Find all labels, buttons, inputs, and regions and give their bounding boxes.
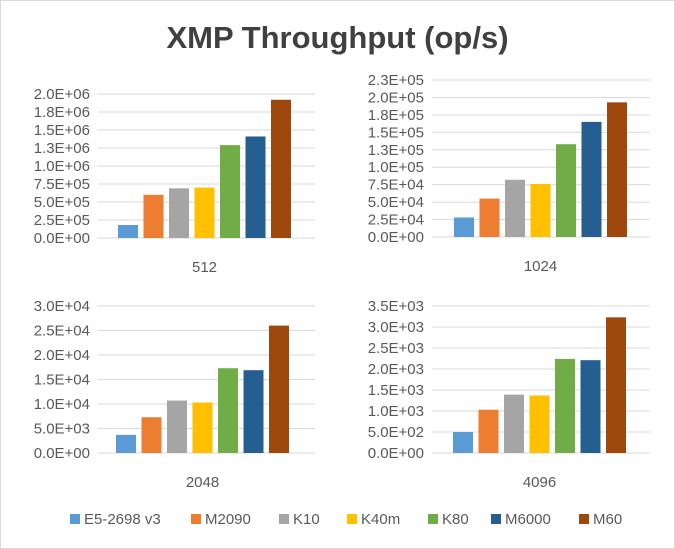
bar-k10: [504, 394, 524, 453]
y-tick-label: 5.0E+04: [368, 194, 424, 211]
bar-k40m: [529, 395, 550, 453]
y-tick-label: 2.3E+05: [368, 72, 424, 89]
y-tick-label: 5.0E+02: [368, 424, 424, 441]
bar-k10: [167, 400, 187, 453]
y-tick-label: 7.5E+05: [34, 176, 90, 193]
bar-k40m: [192, 402, 213, 453]
y-tick-label: 0.0E+00: [368, 445, 424, 462]
bar-k40m: [530, 183, 551, 237]
legend-label: E5-2698 v3: [84, 511, 161, 528]
y-tick-label: 2.5E+03: [368, 340, 424, 357]
y-tick-label: 7.5E+04: [368, 177, 424, 194]
legend-swatch: [491, 514, 501, 524]
bar-m6000: [581, 121, 602, 237]
y-tick-label: 1.8E+06: [34, 104, 90, 121]
y-tick-label: 1.0E+05: [368, 159, 424, 176]
panel-512: 0.0E+002.5E+055.0E+057.5E+051.0E+061.3E+…: [34, 86, 315, 276]
bar-k80: [218, 368, 238, 453]
bar-k10: [505, 179, 525, 237]
category-label: 4096: [523, 474, 556, 491]
y-tick-label: 5.0E+05: [34, 194, 90, 211]
y-tick-label: 1.0E+04: [34, 396, 90, 413]
bar-k80: [556, 144, 576, 237]
y-tick-label: 2.5E+04: [368, 212, 424, 229]
legend-swatch: [191, 514, 201, 524]
y-tick-label: 1.5E+04: [34, 372, 90, 389]
y-tick-label: 2.0E+06: [34, 86, 90, 103]
bar-m60: [271, 99, 291, 238]
legend-swatch: [347, 514, 357, 524]
y-tick-label: 5.0E+03: [34, 421, 90, 438]
bar-m60: [606, 317, 626, 453]
bar-m60: [269, 325, 289, 453]
legend-swatch: [579, 514, 589, 524]
legend-label: K10: [293, 511, 320, 528]
legend-swatch: [279, 514, 289, 524]
bar-m2090: [143, 194, 164, 238]
y-tick-label: 1.3E+05: [368, 142, 424, 159]
y-tick-label: 2.5E+04: [34, 323, 90, 340]
category-label: 1024: [524, 258, 557, 275]
y-tick-label: 0.0E+00: [368, 229, 424, 246]
bar-e5-2698-v3: [118, 225, 138, 238]
y-tick-label: 1.5E+03: [368, 382, 424, 399]
y-tick-label: 2.5E+05: [34, 212, 90, 229]
panel-2048: 0.0E+00 5.0E+03 1.0E+04 1.5E+04 2.0E+04 2.5E+…: [34, 298, 315, 491]
bar-m6000: [243, 370, 264, 453]
bar-m60: [607, 102, 627, 237]
y-tick-label: 1.5E+05: [368, 124, 424, 141]
legend-swatch: [70, 514, 80, 524]
bar-m6000: [245, 136, 266, 238]
y-tick-label: 3.0E+04: [34, 298, 90, 315]
category-label: 512: [192, 259, 217, 276]
bar-e5-2698-v3: [453, 432, 473, 453]
bar-e5-2698-v3: [454, 217, 474, 237]
legend-swatch: [428, 514, 438, 524]
y-tick-label: 2.0E+05: [368, 89, 424, 106]
bar-m2090: [479, 198, 500, 237]
bar-m6000: [580, 360, 601, 453]
category-label: 2048: [186, 474, 219, 491]
panel-4096: 0.0E+00 5.0E+02 1.0E+03 1.5E+03 2.0E+03 2.5E+…: [368, 298, 650, 491]
bar-k40m: [194, 187, 215, 238]
y-tick-label: 3.5E+03: [368, 298, 424, 315]
legend-label: K40m: [361, 511, 400, 528]
y-tick-label: 2.0E+04: [34, 347, 90, 364]
bar-m2090: [478, 409, 499, 453]
y-tick-label: 2.0E+03: [368, 361, 424, 378]
y-tick-label: 1.0E+03: [368, 403, 424, 420]
y-tick-label: 0.0E+00: [34, 445, 90, 462]
bar-m2090: [141, 417, 162, 453]
legend-label: M60: [593, 511, 622, 528]
y-tick-label: 1.8E+05: [368, 107, 424, 124]
y-tick-label: 1.3E+06: [34, 140, 90, 157]
legend-label: M6000: [505, 511, 551, 528]
panel-1024: 0.0E+002.5E+045.0E+047.5E+041.0E+051.3E+…: [368, 72, 650, 275]
y-tick-label: 1.0E+06: [34, 158, 90, 175]
chart-title: XMP Throughput (op/s): [166, 20, 509, 55]
bar-k10: [169, 188, 189, 238]
bar-k80: [220, 145, 240, 238]
legend-label: M2090: [205, 511, 251, 528]
bar-k80: [555, 358, 575, 453]
bar-e5-2698-v3: [116, 434, 136, 453]
y-tick-label: 3.0E+03: [368, 319, 424, 336]
chart-legend: E5-2698 v3 M2090 K10 K40m K80 M6000 M60: [70, 511, 622, 528]
y-tick-label: 1.5E+06: [34, 122, 90, 139]
legend-label: K80: [442, 511, 469, 528]
y-tick-label: 0.0E+00: [34, 230, 90, 247]
